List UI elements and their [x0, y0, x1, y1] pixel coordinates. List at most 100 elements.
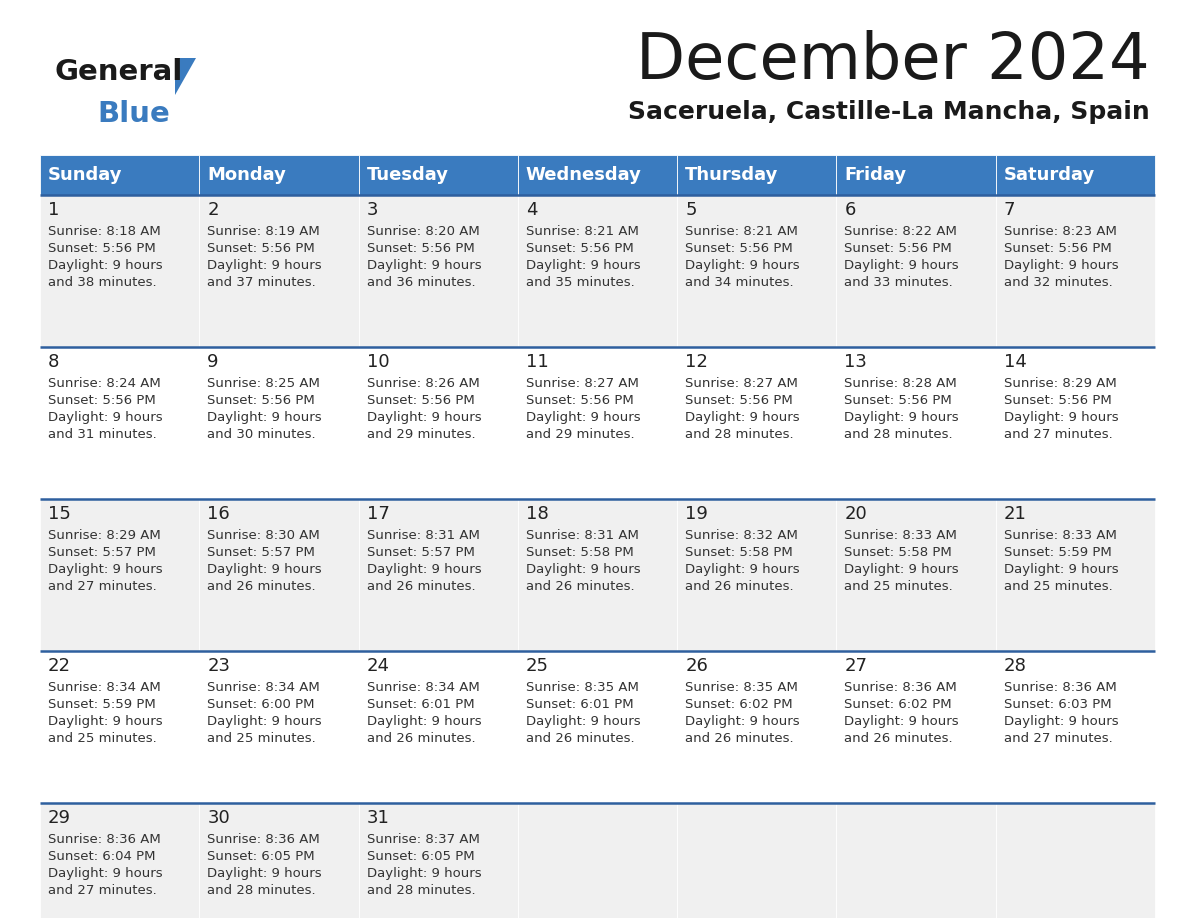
Text: Sunrise: 8:24 AM: Sunrise: 8:24 AM: [48, 377, 160, 390]
Text: Sunset: 5:56 PM: Sunset: 5:56 PM: [1004, 394, 1112, 407]
Text: Monday: Monday: [207, 166, 286, 184]
Text: Daylight: 9 hours: Daylight: 9 hours: [207, 411, 322, 424]
Text: Sunrise: 8:21 AM: Sunrise: 8:21 AM: [685, 225, 798, 238]
Bar: [677, 803, 836, 918]
Text: Sunrise: 8:31 AM: Sunrise: 8:31 AM: [526, 529, 639, 542]
Bar: [518, 651, 677, 803]
Text: Daylight: 9 hours: Daylight: 9 hours: [685, 411, 800, 424]
Text: Sunset: 5:56 PM: Sunset: 5:56 PM: [526, 242, 633, 255]
Text: 11: 11: [526, 353, 549, 371]
Bar: [40, 155, 200, 195]
Text: 1: 1: [48, 201, 59, 219]
Polygon shape: [175, 58, 196, 95]
Text: Daylight: 9 hours: Daylight: 9 hours: [526, 259, 640, 272]
Text: and 26 minutes.: and 26 minutes.: [685, 580, 794, 593]
Bar: [40, 499, 200, 651]
Text: December 2024: December 2024: [637, 30, 1150, 92]
Text: Daylight: 9 hours: Daylight: 9 hours: [207, 715, 322, 728]
Text: Thursday: Thursday: [685, 166, 778, 184]
Text: Sunrise: 8:25 AM: Sunrise: 8:25 AM: [207, 377, 320, 390]
Text: Sunset: 5:57 PM: Sunset: 5:57 PM: [207, 546, 315, 559]
Text: Daylight: 9 hours: Daylight: 9 hours: [48, 259, 163, 272]
Text: 31: 31: [367, 809, 390, 827]
Text: Sunset: 6:01 PM: Sunset: 6:01 PM: [367, 698, 474, 711]
Text: 27: 27: [845, 657, 867, 675]
Text: and 26 minutes.: and 26 minutes.: [845, 732, 953, 745]
Bar: [677, 651, 836, 803]
Bar: [836, 195, 996, 347]
Text: Sunset: 6:02 PM: Sunset: 6:02 PM: [685, 698, 792, 711]
Text: Daylight: 9 hours: Daylight: 9 hours: [207, 563, 322, 576]
Bar: [200, 803, 359, 918]
Text: Sunset: 5:56 PM: Sunset: 5:56 PM: [1004, 242, 1112, 255]
Text: Sunset: 5:56 PM: Sunset: 5:56 PM: [685, 242, 792, 255]
Bar: [40, 347, 200, 499]
Bar: [677, 155, 836, 195]
Text: and 32 minutes.: and 32 minutes.: [1004, 276, 1112, 289]
Text: and 28 minutes.: and 28 minutes.: [367, 884, 475, 897]
Text: Sunrise: 8:36 AM: Sunrise: 8:36 AM: [845, 681, 958, 694]
Text: Sunrise: 8:18 AM: Sunrise: 8:18 AM: [48, 225, 160, 238]
Text: Friday: Friday: [845, 166, 906, 184]
Text: 17: 17: [367, 505, 390, 523]
Text: Sunset: 6:02 PM: Sunset: 6:02 PM: [845, 698, 952, 711]
Text: Sunset: 5:56 PM: Sunset: 5:56 PM: [48, 394, 156, 407]
Text: Sunset: 5:56 PM: Sunset: 5:56 PM: [685, 394, 792, 407]
Bar: [40, 651, 200, 803]
Text: 14: 14: [1004, 353, 1026, 371]
Text: Daylight: 9 hours: Daylight: 9 hours: [367, 259, 481, 272]
Text: Sunset: 6:03 PM: Sunset: 6:03 PM: [1004, 698, 1111, 711]
Text: Sunrise: 8:30 AM: Sunrise: 8:30 AM: [207, 529, 320, 542]
Bar: [40, 803, 200, 918]
Text: and 30 minutes.: and 30 minutes.: [207, 428, 316, 441]
Text: and 27 minutes.: and 27 minutes.: [1004, 428, 1112, 441]
Text: and 26 minutes.: and 26 minutes.: [207, 580, 316, 593]
Text: Daylight: 9 hours: Daylight: 9 hours: [526, 563, 640, 576]
Bar: [359, 651, 518, 803]
Text: and 29 minutes.: and 29 minutes.: [526, 428, 634, 441]
Text: Sunset: 5:56 PM: Sunset: 5:56 PM: [48, 242, 156, 255]
Text: Sunrise: 8:36 AM: Sunrise: 8:36 AM: [207, 833, 320, 846]
Text: Sunrise: 8:35 AM: Sunrise: 8:35 AM: [685, 681, 798, 694]
Text: Sunrise: 8:29 AM: Sunrise: 8:29 AM: [48, 529, 160, 542]
Text: and 25 minutes.: and 25 minutes.: [1004, 580, 1112, 593]
Text: Sunset: 5:57 PM: Sunset: 5:57 PM: [48, 546, 156, 559]
Text: Daylight: 9 hours: Daylight: 9 hours: [526, 411, 640, 424]
Text: Daylight: 9 hours: Daylight: 9 hours: [367, 715, 481, 728]
Text: and 26 minutes.: and 26 minutes.: [685, 732, 794, 745]
Text: Daylight: 9 hours: Daylight: 9 hours: [48, 411, 163, 424]
Text: 9: 9: [207, 353, 219, 371]
Text: Sunset: 5:58 PM: Sunset: 5:58 PM: [526, 546, 633, 559]
Text: Daylight: 9 hours: Daylight: 9 hours: [1004, 411, 1118, 424]
Text: Sunset: 5:56 PM: Sunset: 5:56 PM: [207, 394, 315, 407]
Text: Sunset: 5:56 PM: Sunset: 5:56 PM: [207, 242, 315, 255]
Text: 18: 18: [526, 505, 549, 523]
Bar: [996, 499, 1155, 651]
Text: and 27 minutes.: and 27 minutes.: [1004, 732, 1112, 745]
Text: Daylight: 9 hours: Daylight: 9 hours: [48, 563, 163, 576]
Text: Daylight: 9 hours: Daylight: 9 hours: [685, 715, 800, 728]
Text: and 29 minutes.: and 29 minutes.: [367, 428, 475, 441]
Text: Daylight: 9 hours: Daylight: 9 hours: [367, 867, 481, 880]
Text: Sunrise: 8:23 AM: Sunrise: 8:23 AM: [1004, 225, 1117, 238]
Text: and 25 minutes.: and 25 minutes.: [48, 732, 157, 745]
Text: Sunset: 5:57 PM: Sunset: 5:57 PM: [367, 546, 474, 559]
Text: Sunrise: 8:34 AM: Sunrise: 8:34 AM: [367, 681, 479, 694]
Text: Sunrise: 8:20 AM: Sunrise: 8:20 AM: [367, 225, 479, 238]
Text: Sunrise: 8:29 AM: Sunrise: 8:29 AM: [1004, 377, 1117, 390]
Bar: [359, 195, 518, 347]
Text: and 37 minutes.: and 37 minutes.: [207, 276, 316, 289]
Text: Blue: Blue: [97, 100, 170, 128]
Bar: [359, 347, 518, 499]
Text: 26: 26: [685, 657, 708, 675]
Text: Daylight: 9 hours: Daylight: 9 hours: [845, 411, 959, 424]
Bar: [836, 803, 996, 918]
Text: and 38 minutes.: and 38 minutes.: [48, 276, 157, 289]
Text: Daylight: 9 hours: Daylight: 9 hours: [207, 867, 322, 880]
Bar: [518, 803, 677, 918]
Bar: [677, 499, 836, 651]
Text: 10: 10: [367, 353, 390, 371]
Text: and 26 minutes.: and 26 minutes.: [526, 732, 634, 745]
Bar: [200, 347, 359, 499]
Text: Daylight: 9 hours: Daylight: 9 hours: [845, 259, 959, 272]
